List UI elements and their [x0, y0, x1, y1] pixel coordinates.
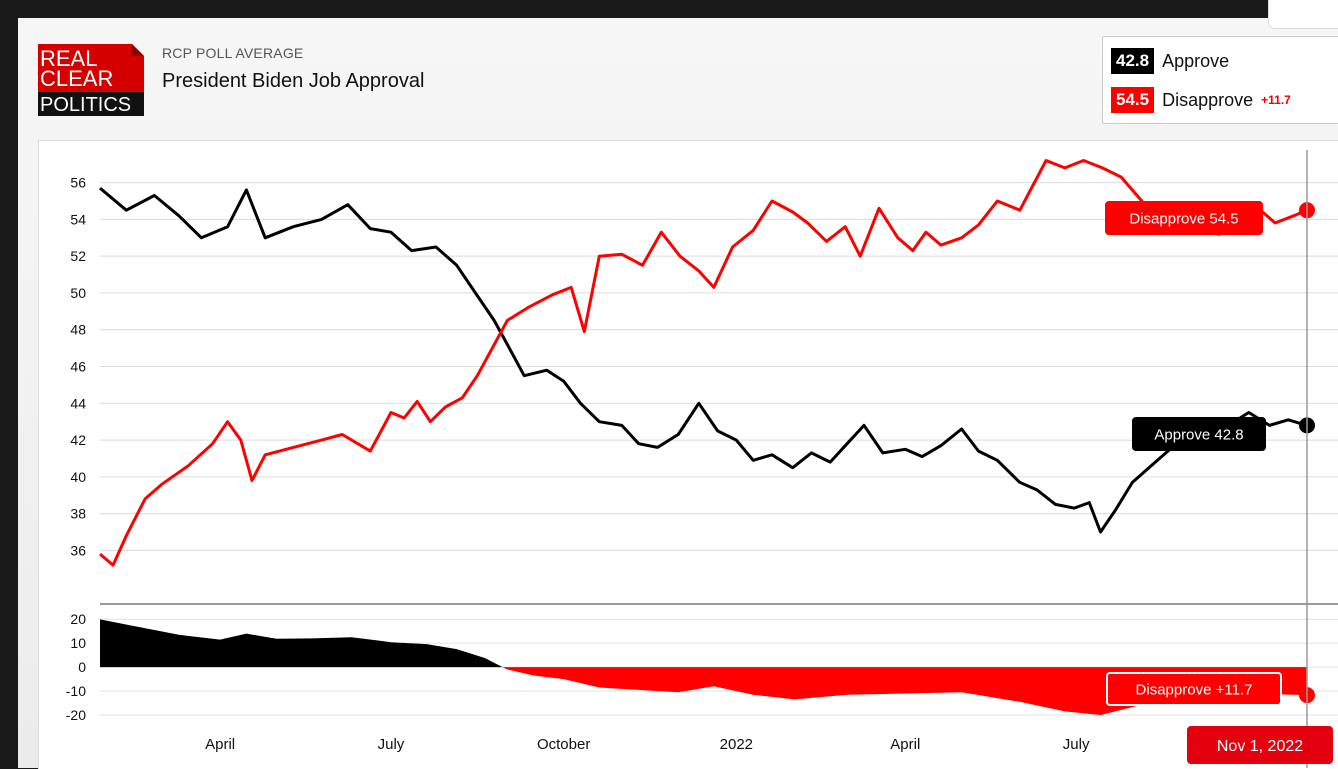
logo-line-1: REAL	[40, 46, 97, 71]
chart-title: President Biden Job Approval	[162, 70, 425, 92]
logo-line-2: CLEAR	[40, 66, 113, 91]
x-tick-label: July	[1063, 736, 1090, 753]
x-tick-label: July	[378, 736, 405, 753]
y-tick-label: 56	[70, 175, 86, 191]
x-tick-label: October	[537, 736, 590, 753]
spread-tooltip-box	[1106, 672, 1282, 706]
spread-y-tick-label: -20	[66, 707, 86, 723]
corner-tab[interactable]	[1268, 0, 1338, 29]
x-tick-label: April	[205, 736, 235, 753]
approve-line	[99, 186, 1308, 534]
disapprove-line	[99, 159, 1308, 567]
spread-tooltip-text: Disapprove +11.7	[1136, 681, 1253, 698]
approve-tooltip-text: Approve 42.8	[1154, 426, 1243, 443]
legend-approve[interactable]: 42.8 Approve	[1111, 47, 1229, 75]
disapprove-tooltip-box	[1105, 201, 1263, 235]
legend-box: 42.8 Approve 54.5 Disapprove +11.7	[1102, 36, 1338, 124]
date-tooltip-text: Nov 1, 2022	[1217, 738, 1303, 755]
logo-line-3: POLITICS	[40, 94, 131, 116]
legend-disapprove[interactable]: 54.5 Disapprove +11.7	[1111, 86, 1291, 114]
y-tick-label: 54	[70, 211, 86, 227]
chart-kicker: RCP POLL AVERAGE	[162, 45, 304, 61]
spread-area-approve	[100, 619, 1307, 668]
date-tooltip-box	[1187, 726, 1333, 764]
approve-tooltip-box	[1132, 417, 1266, 451]
spread-value: +11.7	[1261, 93, 1291, 107]
spread-y-tick-label: 20	[70, 611, 86, 627]
spread-area-disapprove	[100, 667, 1307, 715]
spread-y-tick-label: 0	[78, 659, 86, 675]
approve-value-badge: 42.8	[1111, 48, 1155, 74]
rcp-logo[interactable]: REAL CLEAR POLITICS	[38, 44, 144, 116]
disapprove-label: Disapprove	[1162, 89, 1254, 110]
y-tick-label: 50	[70, 285, 86, 301]
disapprove-value-badge: 54.5	[1111, 87, 1155, 113]
y-tick-label: 36	[70, 542, 86, 558]
y-tick-label: 44	[70, 395, 86, 411]
y-tick-label: 40	[70, 469, 86, 485]
disapprove-tooltip-text: Disapprove 54.5	[1129, 210, 1238, 227]
spread-y-tick-label: -10	[66, 683, 86, 699]
y-tick-label: 48	[70, 322, 86, 338]
y-tick-label: 38	[70, 506, 86, 522]
y-tick-label: 42	[70, 432, 86, 448]
spread-y-tick-label: 10	[70, 635, 86, 651]
x-tick-label: 2022	[720, 736, 753, 753]
x-tick-label: April	[890, 736, 920, 753]
approve-label: Approve	[1162, 50, 1230, 71]
y-tick-label: 46	[70, 359, 86, 375]
y-tick-label: 52	[70, 248, 86, 264]
